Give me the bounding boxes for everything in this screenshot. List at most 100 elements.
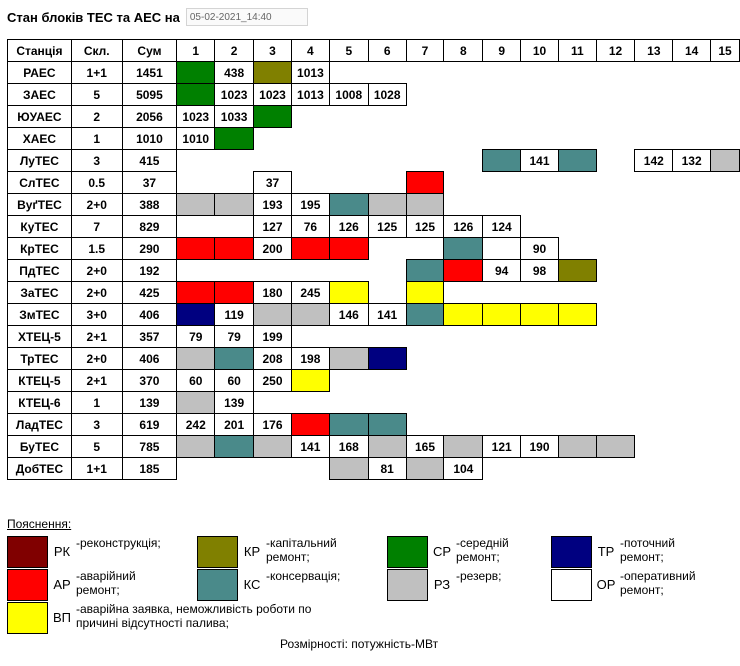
legend-swatch [551,536,592,568]
empty-cell [215,150,254,172]
legend-description: -реконструкція; [76,536,161,550]
empty-cell [368,106,406,128]
empty-cell [558,62,596,84]
unit-cell [405,193,445,216]
empty-cell [711,370,740,392]
station-sum: 619 [121,413,178,436]
empty-cell [444,106,483,128]
table-row: СлТЕС 0.5 37 37 [7,171,740,194]
empty-cell [291,392,329,414]
station-sum: 415 [121,149,178,172]
empty-cell [635,194,673,216]
empty-cell [177,150,215,172]
empty-cell [635,414,673,436]
empty-cell [673,216,711,238]
unit-cell [367,193,407,216]
unit-cell [557,435,597,458]
station-name: ЮУАЕС [7,105,72,128]
empty-cell [368,282,406,304]
unit-cell: 1023 [253,83,292,106]
empty-cell [673,348,711,370]
station-composition: 2+0 [70,259,123,282]
empty-cell [177,458,215,480]
empty-cell [596,304,635,326]
empty-cell [673,458,711,480]
unit-cell: 141 [290,435,330,458]
empty-cell [254,392,292,414]
empty-cell [291,172,329,194]
station-composition: 3 [70,149,123,172]
empty-cell [711,304,740,326]
unit-cell [367,435,407,458]
unit-cell: 1010 [176,127,216,150]
station-name: ЗАЕС [7,83,72,106]
date-input[interactable] [185,8,308,26]
station-composition: 5 [70,83,123,106]
station-sum: 829 [121,215,178,238]
table-row: КТЕЦ-5 2+1 370 60 60 250 [7,369,740,392]
empty-cell [558,128,596,150]
empty-cell [711,436,740,458]
empty-cell [711,172,740,194]
legend-swatch [7,602,48,634]
empty-cell [291,260,329,282]
empty-cell [444,172,483,194]
unit-cell [405,171,445,194]
empty-cell [596,194,635,216]
unit-column-header: 4 [290,39,330,62]
unit-cell [595,435,636,458]
legend-title: Пояснення: [7,517,72,531]
empty-cell [673,128,711,150]
empty-cell [215,260,254,282]
unit-cell [214,281,255,304]
empty-cell [711,348,740,370]
empty-cell [444,326,483,348]
table-row: БуТЕС 5 785 141 168 165 121 190 [7,435,740,458]
empty-cell [444,62,483,84]
empty-cell [635,260,673,282]
empty-cell [635,84,673,106]
unit-cell: 176 [253,413,292,436]
legend-swatch [197,536,238,568]
legend-swatch [7,569,48,601]
legend-item: ВП -аварійна заявка, неможливість роботи … [7,602,311,634]
empty-cell [558,348,596,370]
unit-cell: 1023 [176,105,216,128]
unit-column-header: 6 [367,39,407,62]
station-name: КТЕЦ-5 [7,369,72,392]
empty-cell [406,370,444,392]
empty-cell [673,436,711,458]
empty-cell [329,150,368,172]
empty-cell [635,128,673,150]
empty-cell [711,128,740,150]
empty-cell [444,282,483,304]
empty-cell [368,326,406,348]
empty-cell [673,392,711,414]
unit-cell: 142 [634,149,674,172]
unit-cell [328,413,369,436]
table-row: ДобТЕС 1+1 185 81 104 [7,457,740,480]
empty-cell [635,436,673,458]
empty-cell [711,62,740,84]
unit-cell [328,193,369,216]
empty-cell [291,128,329,150]
legend-code: ВП [52,610,71,625]
unit-cell: 126 [328,215,369,238]
station-name: РАЕС [7,61,72,84]
empty-cell [635,62,673,84]
unit-cell: 438 [214,61,255,84]
station-composition: 2+0 [70,281,123,304]
unit-cell [328,457,369,480]
empty-cell [291,150,329,172]
empty-cell [673,326,711,348]
legend-description: -консервація; [266,569,341,583]
unit-cell [557,259,597,282]
legend-swatch [551,569,592,601]
station-sum: 5095 [121,83,178,106]
legend-swatch [387,536,428,568]
empty-cell [596,326,635,348]
unit-column-header: 14 [672,39,712,62]
station-sum: 2056 [121,105,178,128]
empty-cell [406,414,444,436]
legend-code: РК [53,544,71,559]
